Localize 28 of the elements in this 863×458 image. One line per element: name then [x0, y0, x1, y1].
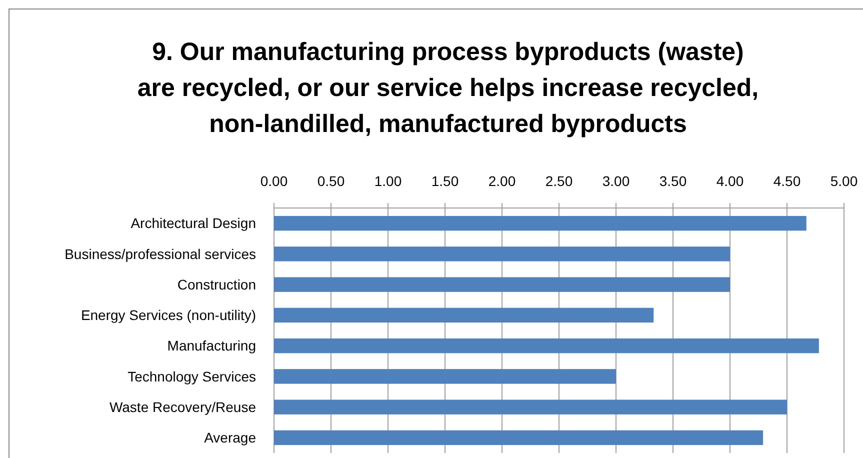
x-tick-label: 3.00 [602, 173, 630, 189]
x-tick-label: 0.50 [317, 173, 345, 189]
x-tick-label: 3.50 [659, 173, 687, 189]
y-tick-label: Manufacturing [167, 338, 256, 354]
bar [274, 338, 819, 354]
x-tick-label: 4.50 [773, 173, 801, 189]
bar [274, 216, 806, 231]
bar [274, 308, 654, 323]
x-tick-label: 2.50 [545, 173, 573, 189]
x-tick-label: 1.50 [431, 173, 459, 189]
y-tick-label: Technology Services [128, 368, 256, 384]
chart-title: 9. Our manufacturing process byproducts (waste) are recycled, or our service helps increase recycled, non-landilled, manufactured byproducts [137, 38, 759, 138]
x-tick-label: 4.00 [716, 173, 744, 189]
bar [274, 430, 764, 446]
y-tick-label: Energy Services (non-utility) [80, 307, 256, 324]
y-tick-label: Construction [177, 276, 256, 292]
bar [274, 246, 730, 262]
y-tick-label: Waste Recovery/Reuse [109, 398, 256, 415]
y-tick-label: Business/professional services [64, 246, 256, 262]
y-tick-label: Average [204, 430, 256, 446]
x-tick-label: 0.00 [260, 173, 288, 189]
x-tick-label: 5.00 [830, 173, 858, 189]
bar [274, 277, 730, 292]
y-tick-label: Architectural Design [130, 215, 256, 232]
x-tick-label: 1.00 [374, 173, 402, 189]
x-tick-label: 2.00 [488, 173, 516, 189]
bar [274, 400, 787, 414]
bar [274, 369, 616, 384]
